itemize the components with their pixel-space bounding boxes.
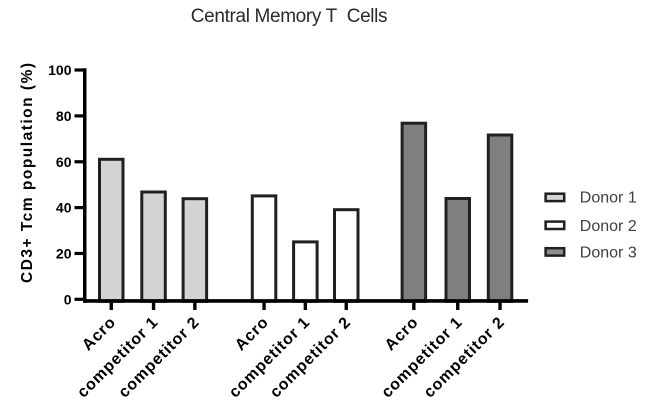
svg-text:20: 20 xyxy=(56,245,72,261)
svg-text:40: 40 xyxy=(56,200,72,216)
svg-text:Acro: Acro xyxy=(382,314,422,354)
svg-text:60: 60 xyxy=(56,154,72,170)
svg-text:Donor 3: Donor 3 xyxy=(580,244,637,261)
svg-text:Donor 1: Donor 1 xyxy=(580,190,637,207)
svg-text:CD3+ Tcm population (%): CD3+ Tcm population (%) xyxy=(19,61,36,283)
svg-text:80: 80 xyxy=(56,108,72,124)
svg-text:Acro: Acro xyxy=(79,314,119,354)
svg-text:0: 0 xyxy=(64,291,72,307)
svg-text:Central Memory T Cells: Central Memory T Cells xyxy=(191,6,387,27)
svg-text:100: 100 xyxy=(48,62,72,78)
svg-text:Donor 2: Donor 2 xyxy=(580,218,637,235)
